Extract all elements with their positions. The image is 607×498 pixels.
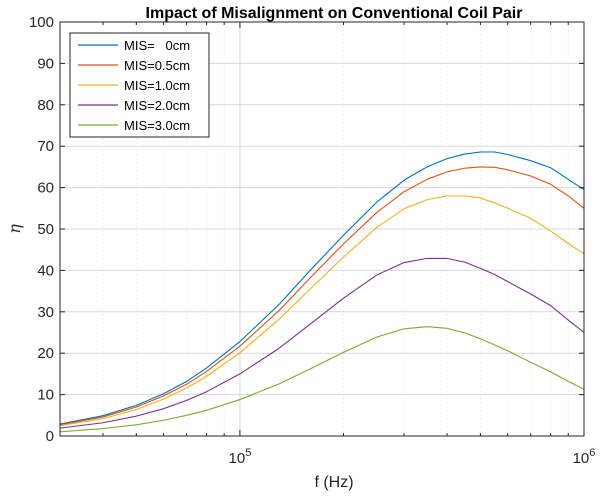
series-line [59, 195, 585, 427]
chart-title: Impact of Misalignment on Conventional C… [146, 5, 523, 22]
y-tick-label: 10 [37, 387, 54, 404]
series-line [59, 326, 585, 433]
x-tick-exponent: 6 [589, 447, 595, 459]
y-tick-label: 50 [37, 221, 54, 238]
y-tick-label: 80 [37, 97, 54, 114]
y-axis-label: η [5, 224, 24, 234]
series-line [59, 151, 585, 425]
y-tick-label: 30 [37, 304, 54, 321]
x-tick-base: 10 [573, 450, 590, 467]
y-tick-label: 20 [37, 345, 54, 362]
legend-label: MIS=0.5cm [124, 58, 190, 73]
y-tick-label: 40 [37, 262, 54, 279]
y-tick-label: 60 [37, 180, 54, 197]
y-tick-label: 70 [37, 138, 54, 155]
y-tick-label: 90 [37, 55, 54, 72]
x-tick-label: 105 [229, 447, 252, 467]
x-tick-label: 106 [573, 447, 596, 467]
legend-label: MIS= 0cm [124, 38, 190, 53]
series-line [59, 166, 585, 426]
legend-label: MIS=2.0cm [124, 98, 190, 113]
legend-label: MIS=3.0cm [124, 118, 190, 133]
x-tick-exponent: 5 [245, 447, 251, 459]
y-tick-label: 100 [29, 14, 54, 31]
y-tick-label: 0 [46, 428, 54, 445]
series-line [59, 257, 585, 429]
x-tick-base: 10 [229, 450, 246, 467]
x-axis-label: f (Hz) [314, 474, 353, 491]
legend-label: MIS=1.0cm [124, 78, 190, 93]
